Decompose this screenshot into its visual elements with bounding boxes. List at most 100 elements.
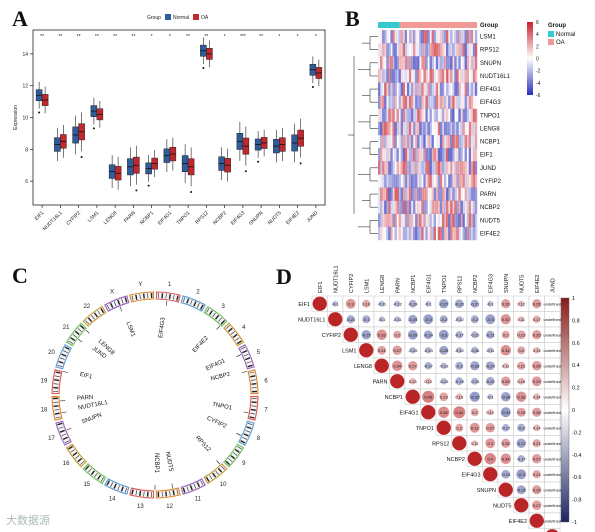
heatmap-cell: [432, 109, 434, 122]
heatmap-cell: [446, 82, 449, 96]
chromosome-band: [211, 472, 217, 478]
heatmap-cell: [413, 148, 416, 162]
heatmap-cell: [462, 226, 465, 241]
chromosome-band: [200, 480, 204, 486]
corr-value: 0.13: [533, 348, 542, 353]
gene-pointer: [236, 354, 242, 357]
heatmap-cell: [444, 95, 447, 109]
heatmap-cell: [417, 174, 420, 188]
corr-value: 0.19: [362, 301, 371, 306]
heatmap-cell: [417, 69, 420, 83]
x-tick-label: LENG8: [103, 210, 119, 226]
heatmap-cell: [423, 95, 426, 109]
corr-row-label: TNPO1: [416, 426, 434, 432]
heatmap-cell: [378, 161, 381, 175]
heatmap-row-label: CYFIP2: [480, 179, 502, 185]
heatmap-cell: [404, 56, 408, 70]
chromosome-band: [245, 357, 251, 361]
chromosome-band: [135, 294, 138, 300]
corr-value: 0.44: [455, 410, 464, 415]
heatmap-cell: [415, 187, 418, 201]
chromosome-band: [53, 405, 59, 408]
chromosome-segment: [104, 295, 130, 312]
heatmap-cell: [444, 174, 447, 188]
heatmap-cell: [382, 43, 385, 57]
corr-value: -0.24: [486, 363, 496, 368]
heatmap-cell: [435, 148, 439, 162]
heatmap-cell: [380, 30, 383, 44]
corr-value: -0.25: [517, 487, 527, 492]
legend-label: OA: [556, 40, 565, 46]
heatmap-cell: [454, 213, 457, 228]
heatmap-cell: [464, 135, 467, 149]
corr-value: -0.12: [455, 317, 465, 322]
heatmap-cell: [427, 108, 430, 123]
colorbar-tick-label: 6: [536, 20, 539, 26]
heatmap-cell: [441, 121, 445, 136]
heatmap-cell: [382, 174, 385, 188]
heatmap-cell: [386, 161, 389, 175]
corr-value: undefined: [543, 503, 561, 508]
corr-value: undefined: [543, 518, 561, 523]
heatmap-cell: [433, 148, 436, 162]
heatmap-cell: [460, 82, 463, 96]
panel-a: A 6 8 10 12 14 Expression Group Normal OA ** EIF1 *…: [0, 0, 340, 250]
heatmap-cell: [413, 213, 416, 228]
legend-label: Normal: [173, 15, 189, 21]
chromosome-band: [53, 383, 59, 385]
corr-col-label: TNPO1: [442, 275, 448, 293]
heatmap-cell: [402, 108, 406, 123]
chromosome-band: [58, 360, 64, 364]
heatmap-cell: [458, 226, 461, 241]
heatmap-cell: [408, 135, 412, 149]
heatmap-cell: [472, 95, 476, 109]
heatmap-cell: [448, 82, 451, 96]
corr-value: 0.27: [533, 456, 542, 461]
heatmap-cell: [396, 187, 399, 201]
heatmap-cell: [446, 187, 449, 201]
heatmap-row-label: EIF4G1: [480, 87, 501, 93]
heatmap-cell: [392, 187, 395, 201]
corr-value: -0.15: [470, 379, 480, 384]
heatmap-cell: [472, 174, 476, 188]
heatmap-cell: [454, 187, 457, 201]
corr-value: -0.1: [487, 394, 495, 399]
heatmap-cell: [444, 226, 447, 241]
heatmap-cell: [431, 161, 434, 175]
heatmap-cell: [437, 148, 441, 162]
heatmap-cell: [452, 135, 455, 149]
panel-d: D EIF1 NUDT16L1 CYFIP2 LSM1 LENG8 PARN NCBP1 EI…: [276, 260, 595, 532]
corr-value: 0.21: [533, 441, 542, 446]
heatmap-cell: [472, 30, 476, 44]
heatmap-cell: [406, 95, 410, 109]
heatmap-cell: [394, 95, 397, 109]
heatmap-cell: [472, 135, 476, 149]
heatmap-cell: [413, 30, 416, 44]
corr-value: -0.11: [486, 348, 496, 353]
heatmap-cell: [399, 148, 401, 161]
heatmap-cell: [446, 161, 449, 175]
corr-value: -0.25: [408, 317, 418, 322]
corr-value: -0.13: [408, 348, 418, 353]
corr-circle: [514, 498, 529, 513]
colorbar-tick-label: -0.4: [572, 453, 581, 459]
heatmap-cell: [384, 121, 387, 136]
chromosome-band: [72, 334, 78, 338]
significance-mark: ***: [240, 34, 246, 40]
heatmap-cell: [466, 69, 469, 83]
corr-circle: [517, 346, 526, 355]
chromosome-label: 6: [264, 378, 268, 384]
chromosome-band: [135, 490, 138, 496]
gene-pointer: [216, 460, 221, 465]
chromosome-band: [54, 412, 60, 415]
heatmap-cell: [384, 30, 387, 44]
heatmap-cell: [466, 108, 469, 123]
chromosome-band: [169, 490, 171, 496]
heatmap-cell: [448, 69, 451, 83]
heatmap-cell: [462, 82, 465, 96]
heatmap-cell: [382, 108, 385, 123]
heatmap-cell: [429, 82, 432, 96]
heatmap-cell: [413, 69, 416, 83]
heatmap-cell: [454, 148, 457, 162]
heatmap-cell: [384, 108, 387, 123]
